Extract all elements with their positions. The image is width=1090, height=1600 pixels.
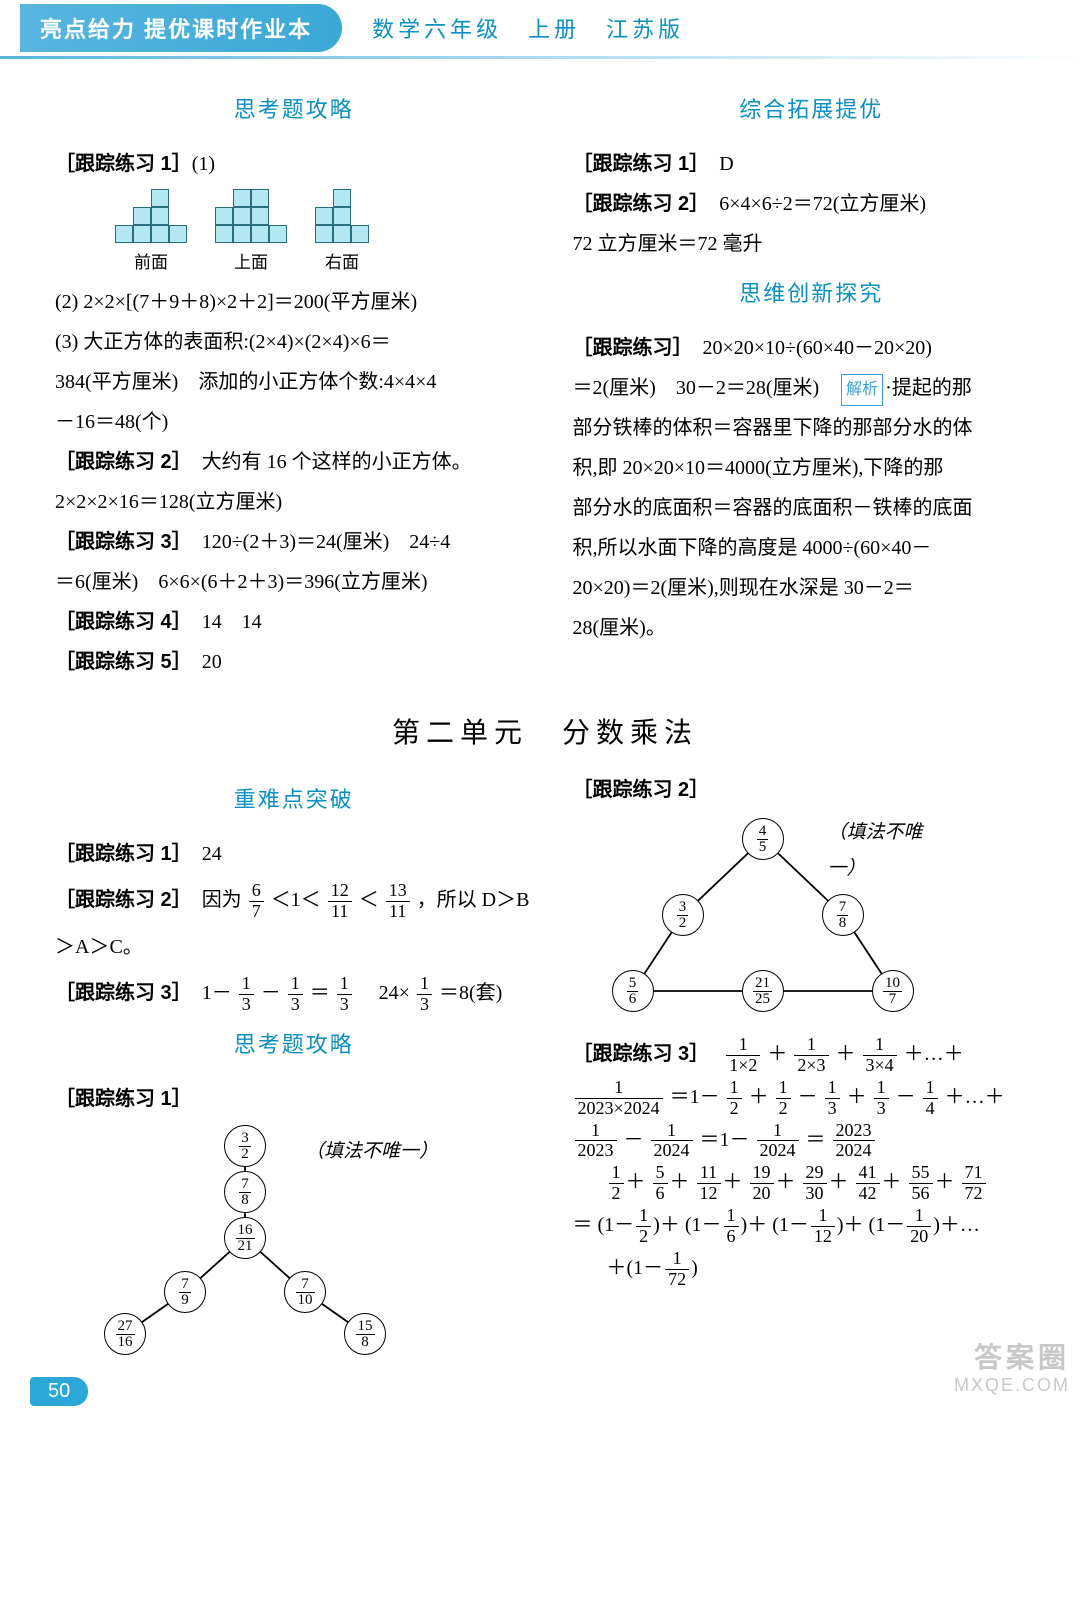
header-rule (0, 56, 1090, 59)
practice-1c: ［跟踪练习 1］ (55, 1080, 533, 1118)
node: 78 (822, 894, 864, 936)
node: 1621 (224, 1217, 266, 1259)
sec-title: 思考题攻略 (55, 1024, 533, 1066)
text: 部分水的底面积＝容器的底面积－铁棒的底面 (573, 489, 1051, 527)
triangle-diagram: （填法不唯一） 45 32 78 56 2125 107 (603, 815, 943, 1025)
text: 积,所以水面下降的高度是 4000÷(60×40－ (573, 529, 1051, 567)
practice-2: ［跟踪练习 2］ 大约有 16 个这样的小正方体。 (55, 443, 533, 481)
practice-3b: ［跟踪练习 3］ 1－ 13 － 13 ＝ 13 24× 13 ＝8(套) (55, 974, 533, 1015)
practice-1: ［跟踪练习 1］(1) (55, 145, 533, 183)
eq-line: 12023×2024 ＝1－ 12 ＋ 12 － 13 ＋ 13 － 14 ＋…… (573, 1078, 1051, 1119)
practice-4: ［跟踪练习 4］ 14 14 (55, 603, 533, 641)
view-front: 前面 (115, 189, 187, 279)
eq-line: ＋(1－172) (573, 1249, 1051, 1290)
page-number: 50 (30, 1377, 88, 1406)
y-diagram: （填法不唯一） 32 78 1621 79 710 2716 158 (95, 1124, 435, 1364)
header-bubble: 亮点给力 提优课时作业本 (20, 4, 342, 52)
note: （填法不唯一） (828, 815, 943, 887)
analysis-tag: 解析 (841, 374, 883, 406)
unit-title: 第二单元 分数乘法 (0, 711, 1090, 751)
practice-2c: ［跟踪练习 2］ (573, 771, 1051, 809)
text: 28(厘米)。 (573, 609, 1051, 647)
col-right-lower: ［跟踪练习 2］ （填法不唯一） 45 32 78 (573, 769, 1051, 1374)
practice-3: ［跟踪练习 3］ 120÷(2＋3)＝24(厘米) 24÷4 (55, 523, 533, 561)
upper-columns: 思考题攻略 ［跟踪练习 1］(1) 前面 (0, 79, 1090, 683)
text: 积,即 20×20×10＝4000(立方厘米),下降的那 (573, 449, 1051, 487)
node: 2125 (742, 970, 784, 1012)
sec-title: 综合拓展提优 (573, 89, 1051, 131)
text: 72 立方厘米＝72 毫升 (573, 225, 1051, 263)
node: 32 (662, 894, 704, 936)
text: 384(平方厘米) 添加的小正方体个数:4×4×4 (55, 363, 533, 401)
practice-2b: ［跟踪练习 2］ 因为 67 ＜1＜ 1211 ＜ 1311 ，所以 D＞B (55, 881, 533, 922)
header: 亮点给力 提优课时作业本 数学六年级 上册 江苏版 (0, 0, 1090, 56)
view-top: 上面 (215, 189, 287, 279)
label: ［跟踪练习 1］ (55, 153, 192, 175)
node: 107 (872, 970, 914, 1012)
eq-line: 12023 － 12024 ＝1－ 12024 ＝ 20232024 (573, 1121, 1051, 1162)
text: －16＝48(个) (55, 403, 533, 441)
node: 56 (612, 970, 654, 1012)
node: 158 (344, 1313, 386, 1355)
node: 32 (224, 1125, 266, 1167)
view-right: 右面 (315, 189, 369, 279)
page: 亮点给力 提优课时作业本 数学六年级 上册 江苏版 思考题攻略 ［跟踪练习 1］… (0, 0, 1090, 1414)
header-sub: 数学六年级 上册 江苏版 (372, 12, 684, 44)
practice-1: ［跟踪练习 1］ D (573, 145, 1051, 183)
sec-title: 思维创新探究 (573, 273, 1051, 315)
sec-title: 重难点突破 (55, 779, 533, 821)
practice-2: ［跟踪练习 2］ 6×4×6÷2＝72(立方厘米) (573, 185, 1051, 223)
sec-title: 思考题攻略 (55, 89, 533, 131)
text: 部分铁棒的体积＝容器里下降的那部分水的体 (573, 409, 1051, 447)
cube-views: 前面 上面 (115, 189, 533, 279)
text: 20×20)＝2(厘米),则现在水深是 30－2＝ (573, 569, 1051, 607)
eq-line: ＝ (1－12)＋ (1－16)＋ (1－112)＋ (1－120)＋… (573, 1206, 1051, 1247)
text: ＝6(厘米) 6×6×(6＋2＋3)＝396(立方厘米) (55, 563, 533, 601)
col-left-lower: 重难点突破 ［跟踪练习 1］ 24 ［跟踪练习 2］ 因为 67 ＜1＜ 121… (55, 769, 533, 1374)
lower-columns: 重难点突破 ［跟踪练习 1］ 24 ［跟踪练习 2］ 因为 67 ＜1＜ 121… (0, 769, 1090, 1374)
text: ＞A＞C。 (55, 928, 533, 966)
node: 79 (164, 1271, 206, 1313)
practice-5: ［跟踪练习 5］ 20 (55, 643, 533, 681)
note: （填法不唯一） (305, 1134, 435, 1170)
col-right-upper: 综合拓展提优 ［跟踪练习 1］ D ［跟踪练习 2］ 6×4×6÷2＝72(立方… (573, 79, 1051, 683)
node: 710 (284, 1271, 326, 1313)
text: (2) 2×2×[(7＋9＋8)×2＋2]＝200(平方厘米) (55, 283, 533, 321)
practice-1b: ［跟踪练习 1］ 24 (55, 835, 533, 873)
text: 2×2×2×16＝128(立方厘米) (55, 483, 533, 521)
col-left-upper: 思考题攻略 ［跟踪练习 1］(1) 前面 (55, 79, 533, 683)
text: ＝2(厘米) 30－2＝28(厘米) 解析·提起的那 (573, 369, 1051, 407)
watermark: 答案圈 MXQE.COM (954, 1341, 1070, 1396)
node: 45 (742, 818, 784, 860)
node: 2716 (104, 1313, 146, 1355)
practice: ［跟踪练习］ 20×20×10÷(60×40－20×20) (573, 329, 1051, 367)
practice-3c: ［跟踪练习 3］ 11×2 ＋ 12×3 ＋ 13×4 ＋…＋ (573, 1035, 1051, 1076)
text: (3) 大正方体的表面积:(2×4)×(2×4)×6＝ (55, 323, 533, 361)
eq-line: 12＋ 56＋ 1112＋ 1920＋ 2930＋ 4142＋ 5556＋ 71… (573, 1163, 1051, 1204)
node: 78 (224, 1171, 266, 1213)
